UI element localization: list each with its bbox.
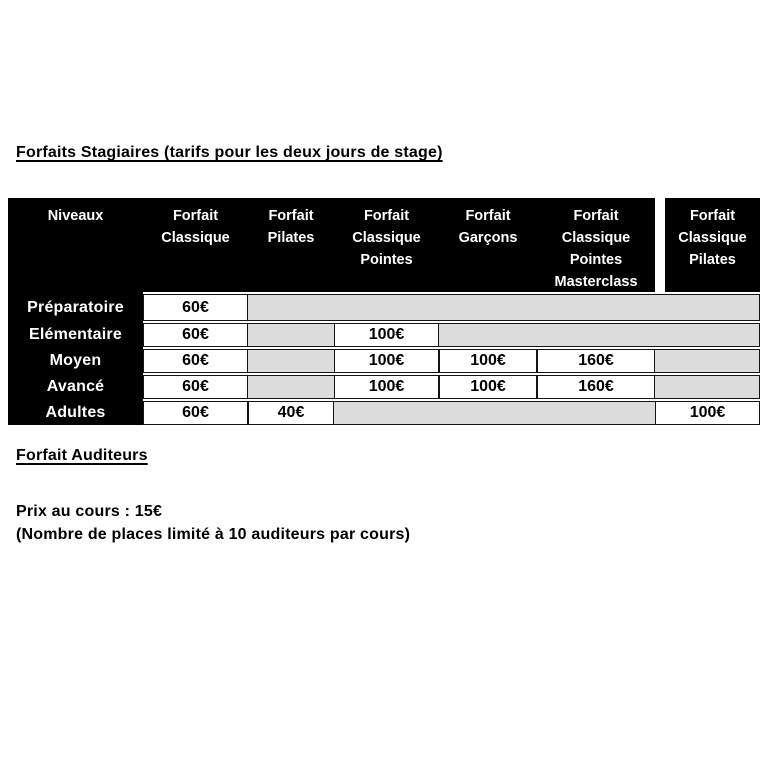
auditeurs-note-line: (Nombre de places limité à 10 auditeurs … (16, 526, 411, 543)
table-header: Niveaux Forfait Classique Forfait Pilate… (8, 198, 760, 292)
price-cell (334, 401, 439, 425)
table-row-preparatoire: Préparatoire 60€ (8, 294, 760, 321)
price-cell: 40€ (248, 401, 334, 425)
price-cell: 100€ (334, 349, 439, 373)
header-cell-forfait-classique: Forfait Classique (143, 198, 248, 292)
table-row-avance: Avancé 60€ 100€ 100€ 160€ (8, 375, 760, 399)
auditeurs-heading: Forfait Auditeurs (16, 447, 148, 464)
price-cell: 60€ (143, 323, 248, 347)
price-cell (248, 323, 334, 347)
header-cell-forfait-classique-pointes: Forfait Classique Pointes (334, 198, 439, 292)
price-cell (655, 294, 760, 321)
price-cell: 60€ (143, 349, 248, 373)
level-cell: Préparatoire (27, 298, 124, 316)
price-cell (334, 294, 439, 321)
header-cell-forfait-pilates: Forfait Pilates (248, 198, 334, 292)
price-cell: 100€ (334, 375, 439, 399)
price-cell (655, 349, 760, 373)
price-cell: 100€ (655, 401, 760, 425)
price-cell: 100€ (439, 349, 537, 373)
price-cell (537, 401, 655, 425)
price-cell (248, 375, 334, 399)
price-cell: 60€ (143, 401, 248, 425)
price-cell (248, 294, 334, 321)
table-row-adultes: Adultes 60€ 40€ 100€ (8, 401, 760, 425)
price-cell (439, 323, 537, 347)
price-cell: 160€ (537, 375, 655, 399)
price-cell (439, 401, 537, 425)
price-cell: 100€ (334, 323, 439, 347)
level-cell: Adultes (45, 404, 106, 421)
header-cell-niveaux: Niveaux (8, 198, 143, 292)
level-cell: Avancé (46, 378, 105, 395)
page-title: Forfaits Stagiaires (tarifs pour les deu… (16, 144, 443, 161)
header-cell-forfait-classique-pointes-masterclass: Forfait Classique Pointes Masterclass (537, 198, 655, 292)
price-cell (537, 294, 655, 321)
price-cell (655, 375, 760, 399)
price-cell (655, 323, 760, 347)
level-cell: Moyen (49, 352, 102, 369)
table-body: Préparatoire 60€ Elémentaire 60€ 100€ Mo… (8, 294, 760, 425)
level-cell: Elémentaire (29, 326, 122, 343)
auditeurs-price-line: Prix au cours : 15€ (16, 503, 163, 520)
price-cell: 100€ (439, 375, 537, 399)
header-cell-forfait-garcons: Forfait Garçons (439, 198, 537, 292)
price-cell (248, 349, 334, 373)
price-cell: 60€ (143, 294, 248, 321)
price-cell: 160€ (537, 349, 655, 373)
header-cell-forfait-classique-pilates: Forfait Classique Pilates (655, 198, 760, 292)
table-row-elementaire: Elémentaire 60€ 100€ (8, 323, 760, 347)
table-row-moyen: Moyen 60€ 100€ 100€ 160€ (8, 349, 760, 373)
price-cell (537, 323, 655, 347)
price-cell (439, 294, 537, 321)
pricing-table: Niveaux Forfait Classique Forfait Pilate… (8, 198, 760, 425)
price-cell: 60€ (143, 375, 248, 399)
